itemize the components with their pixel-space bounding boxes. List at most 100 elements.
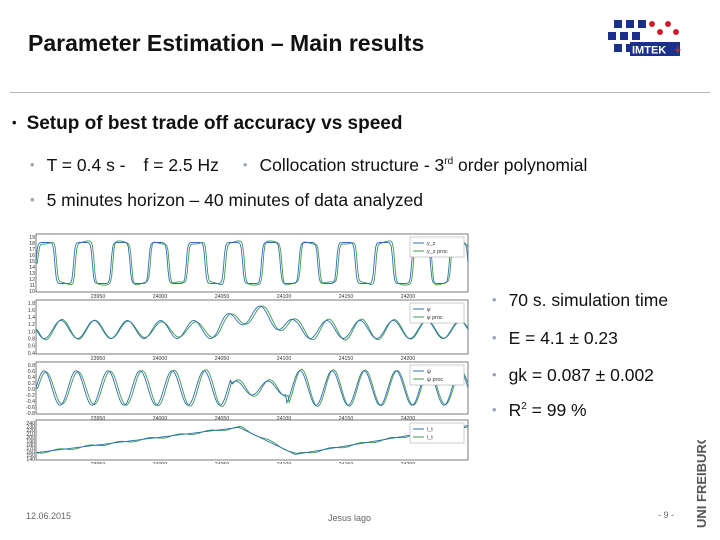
x-tick-label: 24100 xyxy=(277,356,292,362)
sub-bullet-row-2: • 5 minutes horizon – 40 minutes of data … xyxy=(30,190,423,211)
footer-author: Jesus lago xyxy=(328,513,372,523)
bullet-icon: • xyxy=(12,115,17,130)
slide-title: Parameter Estimation – Main results xyxy=(28,30,425,56)
imtek-logo-graphic: IMTEK + xyxy=(608,20,681,57)
x-tick-label: 24000 xyxy=(153,356,168,362)
svg-text:+: + xyxy=(674,43,681,57)
legend-label: ψ proc xyxy=(427,377,443,383)
series-line xyxy=(35,370,469,406)
y-tick-label: 1.4 xyxy=(28,315,35,321)
plot-legend xyxy=(409,364,465,386)
result-r2: • R2 = 99 % xyxy=(492,400,587,420)
y-tick-label: -0.4 xyxy=(26,399,35,405)
x-tick-label: 24050 xyxy=(215,416,230,422)
plot-legend xyxy=(409,236,465,258)
x-tick-label: 24000 xyxy=(153,462,168,464)
y-tick-label: 16 xyxy=(29,253,35,259)
title-divider xyxy=(10,92,710,93)
footer-page-number: - 9 - xyxy=(658,510,675,520)
x-tick-label: 24200 xyxy=(401,294,416,300)
plot-legend xyxy=(409,422,465,444)
y-tick-label: 19 xyxy=(29,235,35,241)
y-tick-label: 160 xyxy=(26,450,35,456)
bullet-icon: • xyxy=(492,330,497,345)
main-bullet-text: Setup of best trade off accuracy vs spee… xyxy=(26,113,403,134)
plot-frame-3 xyxy=(35,361,469,415)
y-tick-label: 15 xyxy=(29,259,35,265)
series-proc-line xyxy=(35,305,469,341)
legend-label: l_t xyxy=(427,427,433,433)
y-tick-label: 0.8 xyxy=(28,337,35,343)
x-tick-label: 24150 xyxy=(339,462,354,464)
university-logo: UNI FREIBURG xyxy=(694,440,709,528)
legend-label: y_z xyxy=(427,241,436,247)
y-tick-label: -0.2 xyxy=(26,393,35,399)
imtek-logo: IMTEK + xyxy=(608,20,681,57)
y-tick-label: 1.0 xyxy=(28,329,35,335)
x-tick-label: 24050 xyxy=(215,462,230,464)
x-tick-label: 23950 xyxy=(91,294,106,300)
x-tick-label: 24000 xyxy=(153,294,168,300)
y-tick-label: 12 xyxy=(29,277,35,283)
y-tick-label: 0.6 xyxy=(28,369,35,375)
bullet-icon: • xyxy=(492,292,497,307)
x-tick-label: 24100 xyxy=(277,416,292,422)
series-line xyxy=(35,242,469,284)
y-tick-label: 170 xyxy=(26,446,35,452)
main-bullet: • Setup of best trade off accuracy vs spe… xyxy=(12,113,402,135)
y-tick-label: 10 xyxy=(29,289,35,295)
x-tick-label: 24050 xyxy=(215,294,230,300)
y-tick-label: 1.6 xyxy=(28,308,35,314)
plot-frame-4 xyxy=(35,419,469,461)
x-tick-label: 23950 xyxy=(91,356,106,362)
x-tick-label: 24100 xyxy=(277,294,292,300)
bullet-icon: • xyxy=(30,192,35,207)
y-tick-label: 1.2 xyxy=(28,322,35,328)
y-tick-label: -0.8 xyxy=(26,411,35,417)
collocation-text: Collocation structure - 3rd order polyno… xyxy=(259,155,588,175)
y-tick-label: -0.6 xyxy=(26,405,35,411)
legend-label: y_z proc xyxy=(427,249,448,255)
imtek-logo-text: IMTEK xyxy=(632,45,666,57)
footer-date: 12.06.2015 xyxy=(26,511,72,521)
plot-frame-2 xyxy=(35,299,469,355)
university-logo-text: UNI FREIBURG xyxy=(694,440,709,528)
x-tick-label: 24150 xyxy=(339,294,354,300)
y-tick-label: 1.8 xyxy=(28,301,35,307)
x-tick-label: 24150 xyxy=(339,416,354,422)
period-text: T = 0.4 s - xyxy=(46,155,126,175)
y-tick-label: 210 xyxy=(26,432,35,438)
y-tick-label: 0.2 xyxy=(28,381,35,387)
legend-label: φ proc xyxy=(427,315,443,321)
y-tick-label: 0.8 xyxy=(28,363,35,369)
y-tick-label: 140 xyxy=(26,457,35,463)
legend-label: φ xyxy=(427,307,431,313)
y-tick-label: 190 xyxy=(26,439,35,445)
x-tick-label: 24150 xyxy=(339,356,354,362)
x-tick-label: 24050 xyxy=(215,356,230,362)
legend-label: ψ xyxy=(427,369,431,375)
series-line xyxy=(35,305,469,339)
bullet-icon: • xyxy=(492,402,497,417)
y-tick-label: 11 xyxy=(30,283,35,289)
legend-label: l_t xyxy=(427,435,433,441)
x-tick-label: 23950 xyxy=(91,416,106,422)
y-tick-label: 0.4 xyxy=(28,375,35,381)
y-tick-label: 220 xyxy=(26,428,35,434)
x-tick-label: 24200 xyxy=(401,356,416,362)
frequency-text: f = 2.5 Hz xyxy=(143,155,219,175)
y-tick-label: 13 xyxy=(29,271,35,277)
y-tick-label: 0.0 xyxy=(28,387,35,393)
x-tick-label: 24000 xyxy=(153,416,168,422)
y-tick-label: 230 xyxy=(26,424,35,430)
y-tick-label: 18 xyxy=(29,241,35,247)
bullet-icon: • xyxy=(242,157,248,172)
y-tick-label: 14 xyxy=(29,265,35,271)
sub-bullet-row-1: • T = 0.4 s - f = 2.5 Hz • Collocation struc… xyxy=(30,155,587,176)
y-tick-label: 17 xyxy=(29,247,35,253)
horizon-text: 5 minutes horizon – 40 minutes of data a… xyxy=(46,190,424,210)
y-tick-label: 200 xyxy=(26,435,35,441)
result-simulation-time: • 70 s. simulation time xyxy=(492,290,669,310)
y-tick-label: 150 xyxy=(26,453,35,459)
